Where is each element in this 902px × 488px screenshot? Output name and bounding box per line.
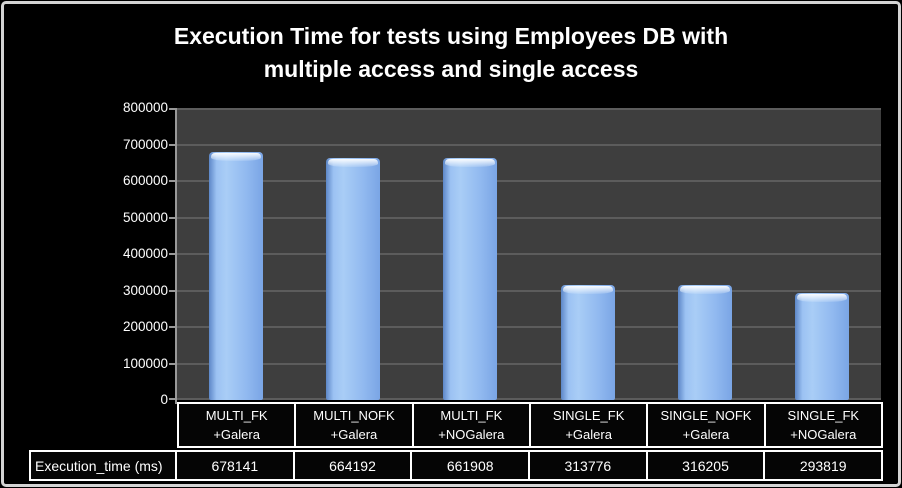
- y-axis-tick-label: 600000: [122, 173, 168, 188]
- gridline: [177, 216, 881, 219]
- y-axis-tick-mark: [169, 253, 177, 255]
- gridline: [177, 362, 881, 365]
- chart-title-line-2: multiple access and single access: [263, 56, 639, 82]
- gridline: [177, 326, 881, 328]
- data-table-row-label: Execution_time (ms): [29, 450, 177, 481]
- y-axis-line: [175, 108, 177, 404]
- y-axis-tick-label: 500000: [122, 209, 168, 225]
- category-axis-table-row: MULTI_FK +Galera MULTI_NOFK +Galera MULTI_FK…: [177, 402, 883, 448]
- gridline: [177, 398, 881, 400]
- category-label-cell: MULTI_FK +Galera: [177, 402, 297, 448]
- y-axis-tick-label: 300000: [122, 282, 168, 298]
- data-table-value-cell: 661908: [410, 450, 531, 481]
- chart-title-line-1: Execution Time for tests using Employees…: [173, 23, 729, 49]
- y-axis-tick-mark: [169, 143, 177, 146]
- y-axis-tick-label: 400000: [122, 246, 168, 261]
- category-label-cell: MULTI_NOFK +Galera: [294, 402, 414, 448]
- y-axis-tick-mark: [169, 289, 177, 292]
- gridline: [177, 108, 881, 110]
- bar-multi-fk-nogalera: [443, 158, 497, 400]
- chart-title: Execution Time for tests using Employees…: [0, 20, 902, 86]
- data-table-value-cell: 678141: [175, 450, 295, 481]
- y-axis-tick-mark: [169, 180, 177, 182]
- data-table-value-cell: 313776: [528, 450, 648, 481]
- category-label-cell: MULTI_FK +NOGalera: [411, 402, 531, 448]
- plot-area: [177, 108, 881, 400]
- gridline: [177, 253, 881, 255]
- y-axis-tick-mark: [169, 108, 177, 110]
- y-axis-tick-label: 0: [160, 392, 168, 407]
- gridline: [177, 143, 881, 146]
- data-table-value-cell: 664192: [292, 450, 413, 481]
- category-label-cell: SINGLE_NOFK +Galera: [646, 402, 766, 448]
- y-axis-tick-label: 100000: [122, 355, 168, 371]
- y-axis-tick-mark: [169, 216, 177, 219]
- category-label-cell: SINGLE_FK +Galera: [528, 402, 649, 448]
- y-axis-tick-label: 800000: [122, 100, 168, 115]
- data-table-value-cell: 293819: [763, 450, 884, 481]
- y-axis-tick-mark: [169, 398, 177, 400]
- y-axis-tick-mark: [169, 326, 177, 328]
- bar-multi-nofk-galera: [326, 158, 380, 400]
- data-table-value-cell: 316205: [645, 450, 766, 481]
- data-table-row: Execution_time (ms) 678141 664192 661908 31…: [29, 450, 884, 481]
- gridline: [177, 289, 881, 292]
- gridline: [177, 180, 881, 182]
- bar-multi-fk-galera: [209, 152, 263, 400]
- y-axis-tick-label: 700000: [122, 136, 168, 152]
- category-label-cell: SINGLE_FK +NOGalera: [763, 402, 883, 448]
- y-axis-tick-label: 200000: [122, 319, 168, 334]
- bar-single-fk-nogalera: [795, 293, 849, 400]
- y-axis-tick-mark: [169, 362, 177, 365]
- bar-single-fk-galera: [561, 285, 615, 400]
- bar-single-nofk-galera: [678, 285, 732, 400]
